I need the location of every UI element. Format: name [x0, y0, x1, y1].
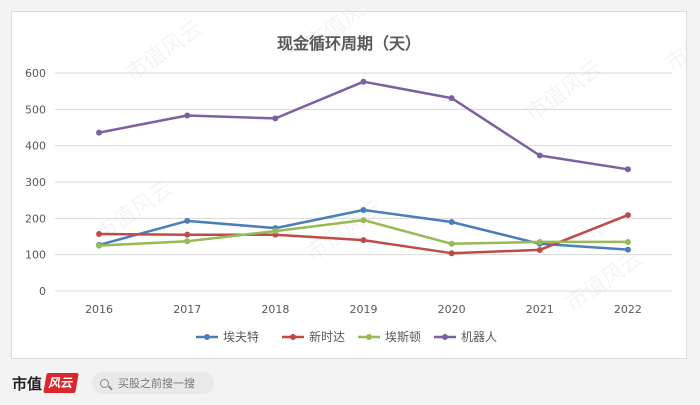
watermark-text: 市值风云	[301, 196, 387, 267]
y-tick-label: 300	[25, 176, 46, 189]
data-point	[272, 228, 279, 235]
search-box[interactable]: 买股之前搜一搜	[92, 372, 214, 394]
x-tick-label: 2017	[173, 303, 201, 316]
data-point	[360, 78, 367, 85]
y-tick-label: 200	[25, 212, 46, 225]
data-point	[184, 217, 191, 224]
brand-logo[interactable]: 市值 风云	[12, 372, 79, 394]
x-tick-label: 2022	[614, 303, 642, 316]
footer-bar: 市值 风云 买股之前搜一搜	[0, 362, 700, 405]
data-point	[536, 152, 543, 159]
x-tick-label: 2016	[85, 303, 113, 316]
legend-marker	[204, 334, 210, 340]
data-point	[184, 238, 191, 245]
legend-label: 埃斯顿	[385, 330, 421, 344]
data-point	[360, 217, 367, 224]
data-point	[272, 115, 279, 122]
data-point	[448, 240, 455, 247]
data-point	[184, 112, 191, 119]
brand-logo-mark: 风云	[43, 373, 79, 393]
data-point	[624, 246, 631, 253]
legend-label: 机器人	[461, 330, 497, 344]
legend-label: 埃夫特	[223, 329, 259, 344]
legend-marker	[442, 334, 448, 340]
y-tick-label: 500	[25, 103, 46, 116]
watermark-text: 市值风云	[121, 16, 207, 87]
x-tick-label: 2019	[350, 303, 378, 316]
legend-marker	[366, 334, 372, 340]
data-point	[624, 238, 631, 245]
data-point	[448, 95, 455, 102]
x-tick-label: 2021	[526, 303, 554, 316]
data-point	[96, 129, 103, 136]
data-point	[96, 242, 103, 249]
chart-panel: 市值风云 市值风云 市值风云 市值风云 市值风云 市值风云 市值风云 现金循环周期（天） 0 10…	[11, 11, 687, 359]
x-tick-label: 2018	[261, 303, 289, 316]
search-icon	[100, 378, 109, 388]
data-point	[448, 218, 455, 225]
data-point	[184, 231, 191, 238]
data-point	[360, 237, 367, 244]
y-tick-label: 0	[39, 285, 46, 298]
legend-marker	[290, 334, 296, 340]
watermark-text: 市值风云	[521, 56, 607, 127]
data-point	[536, 238, 543, 245]
chart-title: 现金循环周期（天）	[277, 34, 421, 53]
data-point	[360, 206, 367, 213]
search-placeholder: 买股之前搜一搜	[118, 377, 195, 390]
y-tick-label: 400	[25, 140, 46, 153]
data-point	[536, 246, 543, 253]
data-point	[448, 250, 455, 257]
x-tick-label: 2020	[438, 303, 466, 316]
y-tick-label: 100	[25, 249, 46, 262]
legend-label: 新时达	[309, 329, 345, 344]
y-tick-label: 600	[25, 67, 46, 80]
watermark-text: 市值风云	[661, 12, 686, 77]
data-point	[624, 212, 631, 219]
data-point	[96, 230, 103, 237]
brand-name: 市值	[12, 374, 43, 393]
data-point	[624, 166, 631, 173]
